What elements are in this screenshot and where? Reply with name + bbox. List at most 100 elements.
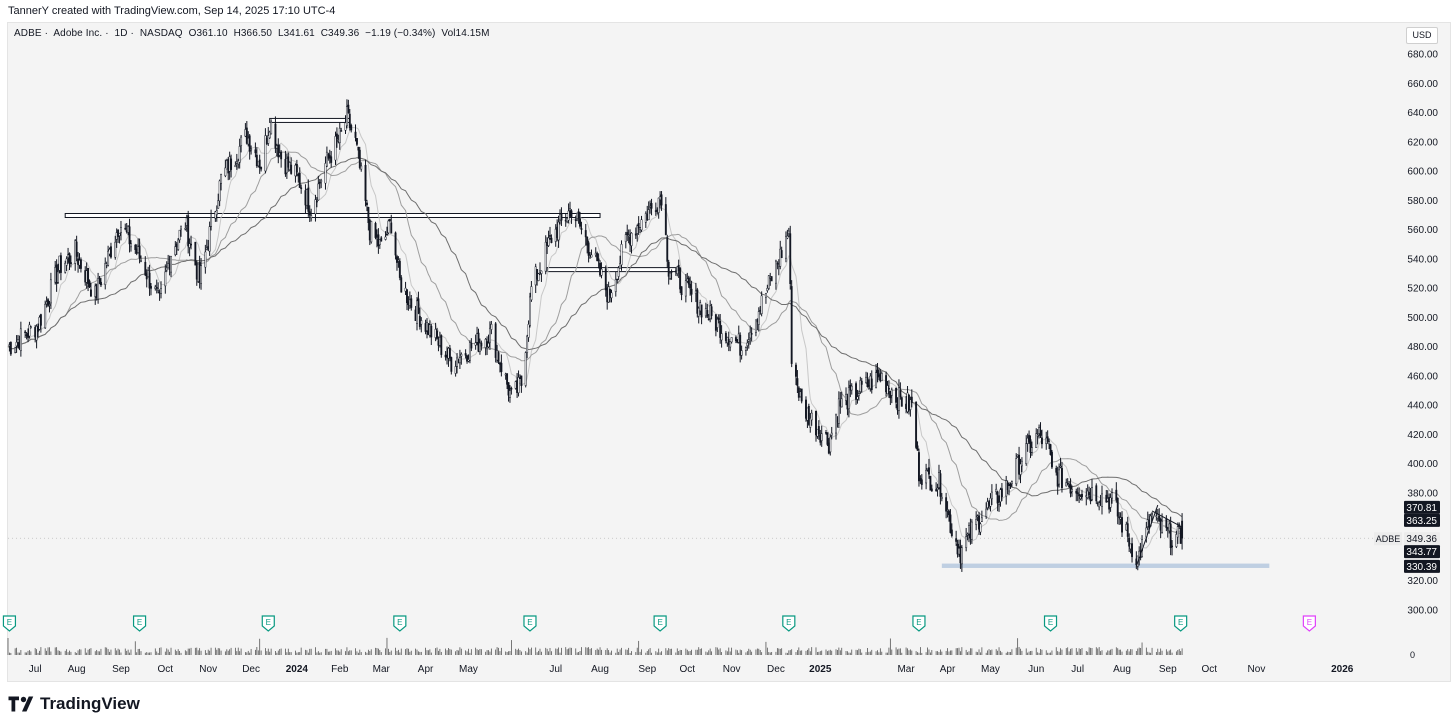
candle-body: [789, 233, 792, 284]
candle-body: [39, 314, 42, 326]
volume-bars: 0: [7, 637, 1415, 660]
candle-body: [180, 225, 182, 230]
price-scale-labels: 370.81 363.25 349.36 ADBE 343.77 330.39: [1374, 500, 1440, 573]
candle-body: [577, 211, 580, 219]
x-tick-label: Aug: [1113, 664, 1131, 675]
earnings-marker[interactable]: E: [2, 615, 17, 632]
candle-body: [1055, 468, 1058, 473]
earnings-marker[interactable]: E: [782, 615, 796, 632]
candle-body: [746, 342, 749, 346]
candle-body: [314, 199, 317, 215]
candle-body: [1000, 488, 1003, 498]
earnings-marker[interactable]: E: [523, 615, 537, 632]
candle-body: [1048, 441, 1051, 445]
candle-body: [1015, 458, 1018, 485]
candle-body: [1049, 444, 1052, 455]
candle-body: [320, 180, 323, 183]
earnings-marker-label: E: [1307, 618, 1312, 627]
earnings-marker[interactable]: E: [1043, 615, 1058, 632]
candle-body: [810, 412, 813, 421]
candle-body: [915, 401, 918, 448]
candle-body: [657, 197, 660, 213]
candle-body: [1051, 451, 1053, 468]
earnings-marker[interactable]: E: [653, 615, 667, 632]
candle-body: [458, 357, 461, 364]
legend-exchange: NASDAQ: [139, 28, 183, 39]
candle-body: [470, 342, 473, 349]
earnings-marker-label: E: [1178, 618, 1183, 627]
candle-body: [547, 237, 550, 246]
candle-body: [587, 242, 590, 256]
x-tick-label: Sep: [638, 664, 656, 675]
earnings-marker[interactable]: E: [912, 615, 926, 632]
candle-body: [1059, 465, 1062, 468]
candle-body: [29, 326, 32, 328]
candle-body: [1101, 493, 1103, 507]
x-tick-label: Jun: [1028, 664, 1044, 675]
candle-body: [740, 350, 743, 356]
candle-body: [238, 146, 241, 163]
candle-body: [586, 236, 589, 246]
candle-body: [187, 215, 190, 247]
candle-body: [128, 226, 131, 245]
candle-body: [509, 390, 511, 398]
candle-body: [35, 326, 38, 341]
candle-body: [920, 479, 923, 485]
earnings-marker[interactable]: E: [132, 615, 147, 632]
candle-body: [1109, 497, 1112, 508]
candle-body: [960, 547, 963, 565]
candle-body: [1078, 494, 1081, 497]
candle-body: [589, 257, 591, 259]
candle-body: [749, 332, 752, 339]
candle-body: [214, 211, 217, 219]
candle-body: [178, 229, 181, 241]
candle-body: [985, 508, 988, 517]
candle-body: [939, 473, 942, 497]
candle-body: [478, 342, 481, 352]
candle-body: [1169, 523, 1172, 549]
candle-body: [315, 200, 318, 203]
candle-body: [734, 337, 737, 342]
candle-body: [310, 215, 313, 219]
earnings-marker[interactable]: E: [261, 615, 275, 632]
candle-body: [1181, 520, 1184, 539]
candle-body: [945, 497, 948, 512]
price-label-text: 330.39: [1406, 562, 1437, 573]
candle-body: [87, 267, 90, 284]
candle-body: [464, 353, 467, 356]
price-label-box: [1404, 559, 1440, 573]
candle-body: [760, 295, 763, 314]
candle-body: [474, 342, 477, 346]
legend-high: H366.50: [233, 28, 273, 39]
candle-body: [240, 136, 243, 146]
candle-body: [15, 341, 18, 347]
candle-body: [300, 187, 303, 189]
tradingview-logo[interactable]: TradingView: [8, 694, 140, 714]
candle-body: [69, 262, 72, 265]
candle-body: [790, 286, 793, 364]
support-zone-band: [941, 563, 1270, 568]
candle-body: [370, 221, 373, 243]
candle-body: [899, 390, 902, 398]
candle-body: [1075, 490, 1078, 494]
tradingview-logo-icon: [8, 696, 34, 712]
earnings-marker[interactable]: E: [393, 615, 407, 632]
x-tick-label: Oct: [680, 664, 696, 675]
candle-body: [245, 127, 248, 144]
candle-body: [557, 221, 560, 241]
candle-body: [124, 227, 127, 230]
currency-button[interactable]: USD: [1406, 27, 1438, 44]
x-tick-label: Dec: [767, 664, 785, 675]
candle-body: [64, 263, 67, 273]
candle-body: [47, 299, 49, 306]
candle-body: [19, 328, 22, 352]
candle-body: [636, 225, 639, 234]
x-axis: Jul Aug Sep Oct Nov Dec 2024 Feb Mar Apr May Jul Aug…: [29, 664, 1354, 675]
earnings-marker-future[interactable]: E: [1302, 615, 1316, 632]
candle-body: [680, 286, 683, 296]
earnings-marker[interactable]: E: [1174, 615, 1188, 632]
candle-body: [664, 204, 667, 235]
candle-body: [640, 219, 643, 231]
